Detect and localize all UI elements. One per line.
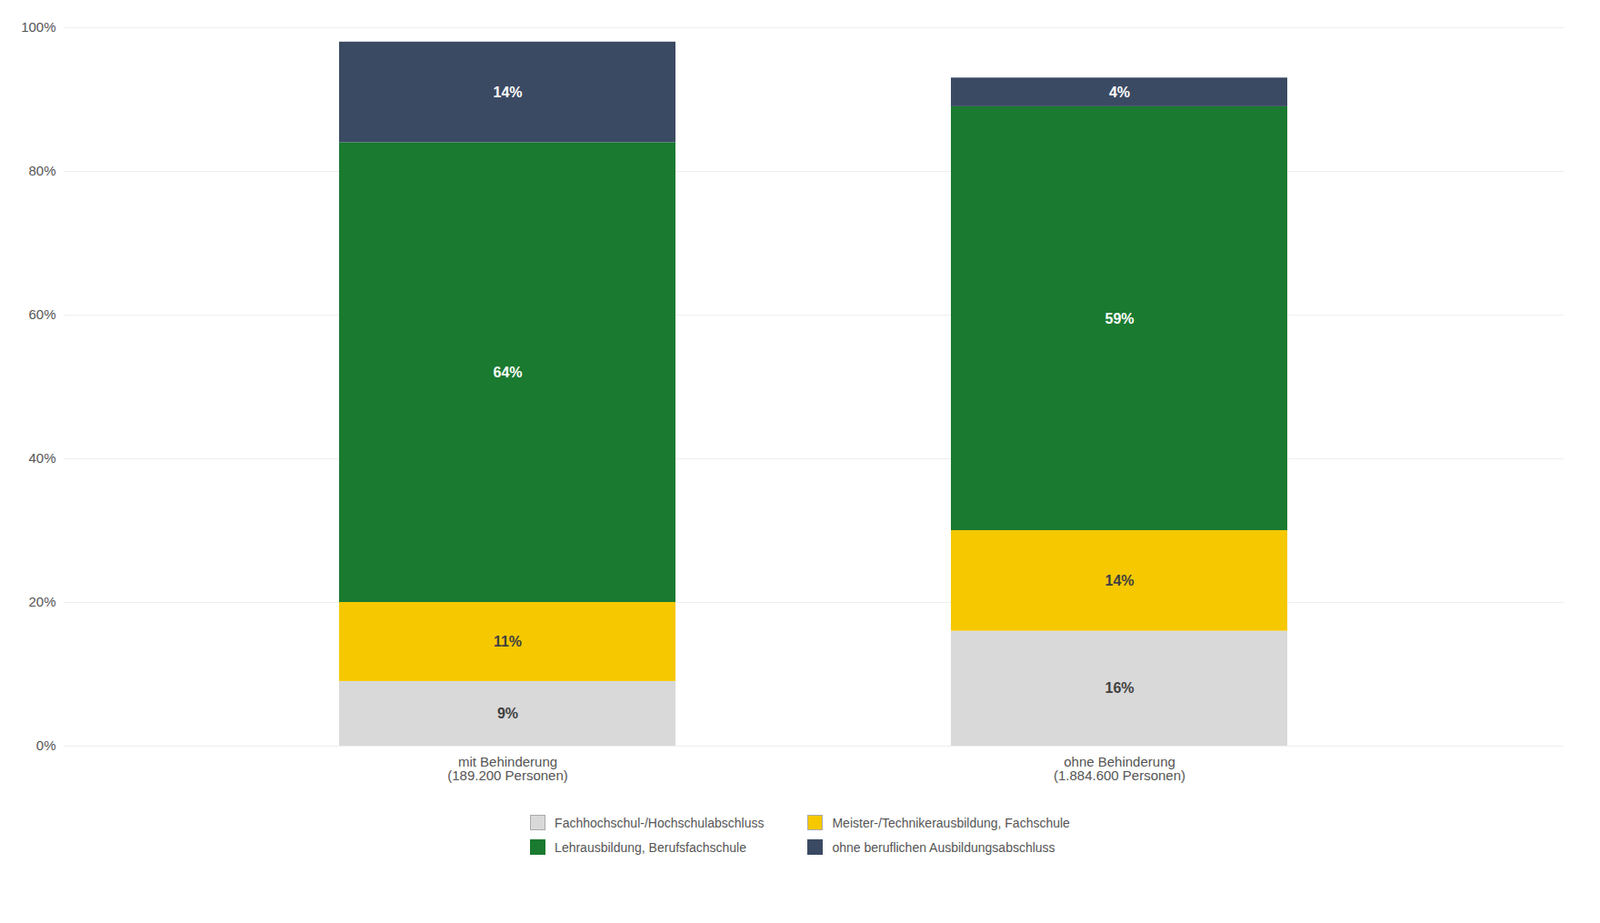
svg-text:16%: 16% (1104, 680, 1134, 696)
svg-text:64%: 64% (492, 364, 522, 380)
html-text:Lehrausbildung, Berufsfachschu: Lehrausbildung, Berufsfachschule (554, 839, 747, 855)
svg-text:40%: 40% (28, 450, 56, 466)
svg-text:0%: 0% (36, 737, 57, 753)
html-text:ohne beruflichen Ausbildungsab: ohne beruflichen Ausbildungsabschluss (832, 839, 1056, 855)
svg-text:14%: 14% (1104, 572, 1134, 589)
svg-text:ohne Behinderung(1.884.600 Per: ohne Behinderung(1.884.600 Personen) (1053, 753, 1186, 783)
svg-text:mit Behinderung(189.200 Person: mit Behinderung(189.200 Personen) (447, 753, 569, 783)
svg-text:20%: 20% (28, 593, 56, 610)
svg-text:60%: 60% (28, 306, 56, 322)
svg-text:100%: 100% (20, 19, 56, 35)
svg-text:59%: 59% (1104, 310, 1134, 327)
html-text:Meister-/Technikerausbildung,: Meister-/Technikerausbildung, Fachschule (832, 815, 1070, 830)
svg-text:4%: 4% (1109, 84, 1130, 100)
svg-text:11%: 11% (493, 633, 522, 650)
html-text:Fachhochschul-/Hochschulabschl: Fachhochschul-/Hochschulabschluss (554, 815, 764, 830)
svg-text:80%: 80% (28, 162, 56, 179)
svg-text:9%: 9% (497, 705, 519, 721)
svg-text:14%: 14% (492, 84, 522, 100)
